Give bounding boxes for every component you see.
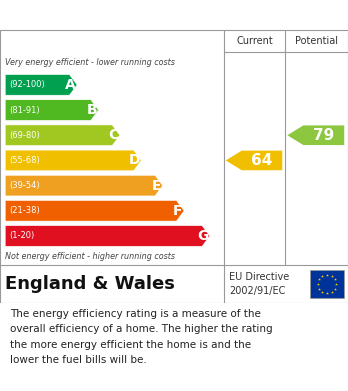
Text: G: G bbox=[197, 229, 208, 243]
Text: (92-100): (92-100) bbox=[9, 81, 45, 90]
Text: The energy efficiency rating is a measure of the
overall efficiency of a home. T: The energy efficiency rating is a measur… bbox=[10, 309, 273, 365]
Text: England & Wales: England & Wales bbox=[5, 275, 175, 293]
Polygon shape bbox=[226, 151, 282, 170]
Text: C: C bbox=[108, 128, 118, 142]
Text: Potential: Potential bbox=[295, 36, 338, 46]
Polygon shape bbox=[5, 175, 163, 196]
Text: Very energy efficient - lower running costs: Very energy efficient - lower running co… bbox=[5, 58, 175, 67]
Text: 64: 64 bbox=[251, 153, 273, 168]
Text: (21-38): (21-38) bbox=[9, 206, 40, 215]
Polygon shape bbox=[5, 150, 141, 171]
Text: EU Directive
2002/91/EC: EU Directive 2002/91/EC bbox=[229, 272, 290, 296]
Bar bbox=[310, 270, 344, 298]
Text: (81-91): (81-91) bbox=[9, 106, 40, 115]
Text: B: B bbox=[86, 103, 97, 117]
Polygon shape bbox=[5, 226, 210, 246]
Polygon shape bbox=[5, 75, 77, 95]
Polygon shape bbox=[5, 125, 120, 145]
Text: Energy Efficiency Rating: Energy Efficiency Rating bbox=[10, 7, 232, 23]
Polygon shape bbox=[287, 126, 344, 145]
Text: D: D bbox=[128, 153, 140, 167]
Text: A: A bbox=[65, 78, 76, 92]
Text: F: F bbox=[173, 204, 183, 218]
Polygon shape bbox=[5, 100, 98, 120]
Polygon shape bbox=[5, 201, 184, 221]
Text: (39-54): (39-54) bbox=[9, 181, 40, 190]
Text: Not energy efficient - higher running costs: Not energy efficient - higher running co… bbox=[5, 252, 175, 261]
Text: E: E bbox=[152, 179, 161, 193]
Text: (1-20): (1-20) bbox=[9, 231, 35, 240]
Text: (69-80): (69-80) bbox=[9, 131, 40, 140]
Text: (55-68): (55-68) bbox=[9, 156, 40, 165]
Text: 79: 79 bbox=[313, 128, 334, 143]
Text: Current: Current bbox=[237, 36, 273, 46]
